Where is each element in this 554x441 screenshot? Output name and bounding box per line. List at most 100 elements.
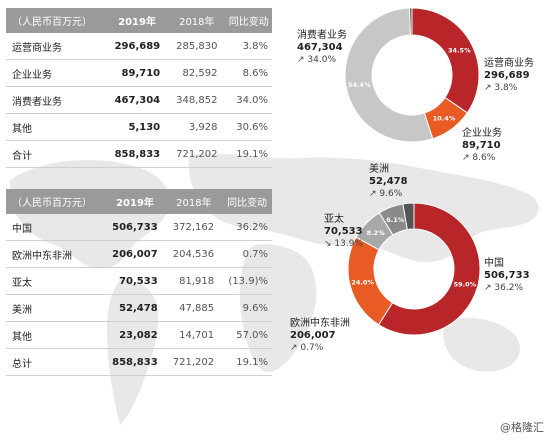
value-2019: 5,130 (105, 113, 169, 141)
slice-growth: ↗ 9.6% (369, 189, 403, 199)
value-yoy: 57.0% (222, 321, 272, 349)
table-row: 消费者业务 467,304 348,852 34.0% (6, 86, 272, 114)
trend-up-icon: ↗ (290, 343, 298, 353)
slice-name: 欧洲中东非洲 (290, 318, 350, 329)
value-2018: 348,852 (168, 86, 226, 114)
trend-up-icon: ↗ (369, 189, 377, 199)
table-row: 亚太 70,533 81,918 (13.9)% (6, 267, 272, 295)
slice-growth: ↗ 8.6% (462, 153, 496, 163)
value-2018: 3,928 (168, 113, 226, 141)
slice-percent-label: 59.0% (454, 280, 477, 288)
row-label: 运营商业务 (6, 33, 106, 60)
table-row: 运营商业务 296,689 285,830 3.8% (6, 33, 272, 60)
slice-name: 运营商业务 (484, 58, 534, 69)
column-header-yoy: 同比变动 (225, 8, 272, 33)
value-2019: 467,304 (105, 86, 169, 114)
table-row: 企业业务 89,710 82,592 8.6% (6, 59, 272, 87)
value-2019: 52,478 (104, 294, 166, 322)
slice-name: 企业业务 (462, 128, 502, 139)
column-header-unit: （人民币百万元） (6, 8, 106, 33)
value-2018: 81,918 (165, 267, 223, 295)
column-header-2018: 2018年 (165, 189, 223, 214)
slice-growth: ↗ 3.8% (484, 83, 518, 93)
slice-label-china: 中国 506,733 ↗ 36.2% (484, 258, 530, 294)
value-2019: 858,833 (105, 140, 169, 168)
row-label: 企业业务 (6, 59, 106, 87)
slice-percent-label: 10.4% (433, 114, 456, 122)
value-yoy: 30.6% (225, 113, 272, 141)
table-row: 其他 5,130 3,928 30.6% (6, 113, 272, 141)
row-label: 美洲 (6, 294, 105, 322)
table-row: 美洲 52,478 47,885 9.6% (6, 294, 272, 322)
slice-name: 消费者业务 (297, 30, 347, 41)
slice-label-americas: 美洲 52,478 ↗ 9.6% (369, 164, 408, 200)
row-label: 中国 (6, 214, 105, 241)
donut-slice-4 (402, 202, 415, 231)
value-2018: 47,885 (165, 294, 223, 322)
slice-label-enterprise: 企业业务 89,710 ↗ 8.6% (462, 128, 502, 164)
value-2019: 858,833 (104, 348, 166, 376)
value-2019: 70,533 (104, 267, 166, 295)
trend-up-icon: ↗ (297, 55, 305, 65)
column-header-2019: 2019年 (104, 189, 166, 214)
table-row-total: 合计 858,833 721,202 19.1% (6, 140, 272, 168)
value-yoy: 19.1% (225, 140, 272, 168)
value-2018: 204,536 (165, 240, 223, 268)
value-2018: 721,202 (165, 348, 223, 376)
value-2018: 372,162 (165, 214, 223, 241)
slice-growth: ↗ 34.0% (297, 55, 337, 65)
value-yoy: 19.1% (222, 348, 272, 376)
slice-name: 亚太 (324, 214, 344, 225)
value-yoy: (13.9)% (222, 267, 272, 295)
slice-label-carrier: 运营商业务 296,689 ↗ 3.8% (484, 58, 534, 94)
value-yoy: 34.0% (225, 86, 272, 114)
table-row-total: 总计 858,833 721,202 19.1% (6, 348, 272, 376)
business-revenue-table: （人民币百万元） 2019年 2018年 同比变动 运营商业务 296,689 28… (6, 8, 272, 168)
value-2019: 23,082 (104, 321, 166, 349)
value-2019: 206,007 (104, 240, 166, 268)
slice-name: 美洲 (369, 164, 389, 175)
donut-slice-0 (411, 7, 480, 114)
slice-value: 296,689 (484, 70, 530, 81)
trend-up-icon: ↗ (484, 83, 492, 93)
slice-growth: ↗ 0.7% (290, 343, 324, 353)
value-yoy: 9.6% (222, 294, 272, 322)
value-2018: 721,202 (168, 140, 226, 168)
value-yoy: 3.8% (225, 33, 272, 60)
row-label: 其他 (6, 113, 106, 141)
value-2019: 506,733 (104, 214, 166, 241)
watermark: @格隆汇 (500, 421, 544, 434)
column-header-2018: 2018年 (168, 8, 226, 33)
value-2018: 82,592 (168, 59, 226, 87)
row-label: 消费者业务 (6, 86, 106, 114)
slice-percent-label: 54.4% (348, 81, 371, 89)
column-header-yoy: 同比变动 (222, 189, 272, 214)
slice-percent-label: 6.1% (386, 216, 405, 224)
slice-value: 52,478 (369, 176, 408, 187)
slice-name: 中国 (484, 258, 504, 269)
table-row: 中国 506,733 372,162 36.2% (6, 214, 272, 241)
trend-down-icon: ↘ (324, 239, 332, 249)
value-2018: 285,830 (168, 33, 226, 60)
donut-slice-0 (377, 202, 481, 336)
row-label: 亚太 (6, 267, 105, 295)
table-row: 其他 23,082 14,701 57.0% (6, 321, 272, 349)
slice-percent-label: 34.5% (448, 47, 471, 55)
slice-value: 506,733 (484, 270, 530, 281)
value-2019: 296,689 (105, 33, 169, 60)
slice-growth: ↗ 36.2% (484, 283, 524, 293)
trend-up-icon: ↗ (484, 283, 492, 293)
row-label: 其他 (6, 321, 105, 349)
donut-slice-3 (408, 7, 413, 36)
region-donut-chart: 59.0% 24.0% 8.2%6.1% (347, 202, 481, 336)
slice-percent-label: 24.0% (351, 279, 374, 287)
value-2019: 89,710 (105, 59, 169, 87)
slice-value: 70,533 (324, 226, 363, 237)
value-2018: 14,701 (165, 321, 223, 349)
row-label: 总计 (6, 348, 105, 376)
slice-label-apac: 亚太 70,533 ↘ 13.9% (324, 214, 363, 250)
slice-label-consumer: 消费者业务 467,304 ↗ 34.0% (297, 30, 347, 66)
slice-label-emea: 欧洲中东非洲 206,007 ↗ 0.7% (290, 318, 350, 354)
value-yoy: 8.6% (225, 59, 272, 87)
value-yoy: 36.2% (222, 214, 272, 241)
